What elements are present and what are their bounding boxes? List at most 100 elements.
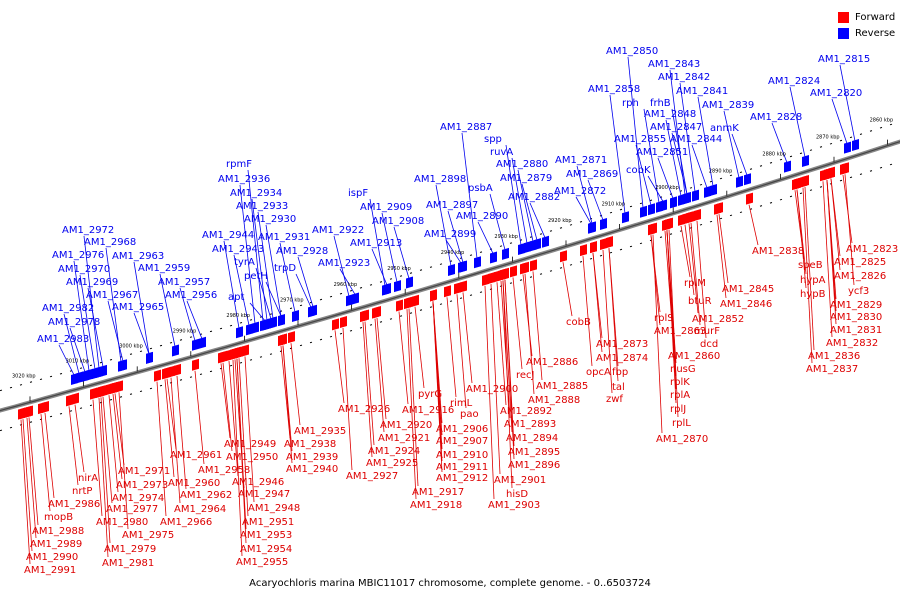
label-leader [295,273,312,308]
label-leader [282,345,293,464]
strand-dash [769,161,773,164]
gene-label: AM1_2903 [488,500,540,511]
forward-gene-arrow [38,402,45,415]
gene-label: AM1_2957 [158,277,210,288]
gene-label: AM1_2921 [378,433,430,444]
reverse-gene-arrow [784,160,791,173]
strand-dash [389,318,393,320]
scale-tick-label: 2860 kbp [870,117,894,123]
legend-reverse: Reverse [838,25,898,41]
label-leader [592,253,603,353]
label-leader [164,379,175,478]
strand-dash [619,208,623,211]
strand-dash [499,245,503,247]
strand-dash [109,358,113,361]
label-leader [244,356,255,503]
gene-label: AM1_2894 [506,433,558,444]
gene-label: mopB [44,512,73,523]
strand-dash [419,269,423,271]
strand-dash [199,373,203,376]
label-leader [502,280,513,489]
reverse-gene-arrow [684,192,691,205]
gene-label: AM1_2863 [654,326,706,337]
strand-dash [89,404,93,407]
label-leader [376,317,387,420]
label-leader [529,202,546,238]
strand-dash [729,174,733,177]
forward-gene-arrow [280,333,287,346]
label-leader [98,397,109,558]
strand-dash [369,324,373,326]
label-leader [521,183,538,241]
strand-dash [139,390,143,393]
label-leader [789,86,806,158]
strand-dash [259,356,263,358]
label-leader [489,193,506,250]
gene-label: AM1_2939 [286,452,338,463]
strand-dash [79,367,83,369]
strand-dash [0,389,3,392]
reverse-gene-arrow [678,193,685,206]
reverse-gene-arrow [704,185,711,198]
strand-dash [89,364,93,367]
gene-label: petH [244,271,268,282]
reverse-gene-arrow [600,218,607,231]
gene-label: anmK [710,123,739,134]
reverse-gene-arrow [278,314,285,327]
gene-label: rpmF [226,159,252,170]
label-leader [238,358,249,517]
label-leader [342,327,353,471]
gene-label: AM1_2935 [294,426,346,437]
label-leader [118,392,129,530]
gene-label: AM1_2982 [42,303,94,314]
label-leader [435,184,452,267]
label-leader [668,229,679,418]
gene-label: AM1_2870 [656,434,708,445]
label-leader [690,222,701,326]
reverse-gene-arrow [660,199,667,212]
strand-dash [269,313,273,315]
label-leader [697,96,714,187]
strand-dash [189,336,193,338]
strand-dash [709,220,713,223]
strand-dash [509,242,513,244]
reverse-gene-arrow [448,264,455,277]
reverse-gene-arrow [406,276,413,289]
gene-label: AM1_2969 [66,277,118,288]
strand-dash [59,412,63,415]
strand-dash [359,287,363,289]
strand-dash [469,254,473,256]
reverse-gene-arrow [172,344,179,357]
gene-label: rplA [670,390,690,401]
reverse-gene-arrow [744,173,751,186]
strand-dash [609,251,613,254]
gene-label: AM1_2958 [198,465,250,476]
label-leader [22,419,33,552]
forward-gene-arrow [288,331,295,344]
label-leader [447,210,464,263]
forward-gene-arrow [688,210,695,223]
gene-label: AM1_2826 [834,271,886,282]
gene-label: AM1_2923 [318,258,370,269]
strand-dash [429,266,433,268]
label-leader [408,308,419,487]
forward-gene-arrow [96,385,103,398]
gene-label: rph [622,98,639,109]
label-leader [490,284,501,475]
gene-label: AM1_2823 [846,244,898,255]
gene-label: apt [228,292,244,303]
strand-dash [889,163,893,166]
scale-tick-label: 2940 kbp [441,250,465,256]
scale-tick-label: 2880 kbp [762,151,786,157]
forward-gene-arrow [482,273,489,286]
label-leader [723,110,740,178]
label-leader-lines [20,56,856,565]
reverse-gene-arrow [346,294,353,307]
label-leader [108,395,119,493]
forward-gene-arrow [162,367,169,380]
strand-dash [269,353,273,355]
gene-label: AM1_2943 [212,244,264,255]
strand-dash [829,142,833,145]
gene-label: AM1_2959 [138,263,190,274]
gene-label: AM1_2842 [658,72,710,83]
